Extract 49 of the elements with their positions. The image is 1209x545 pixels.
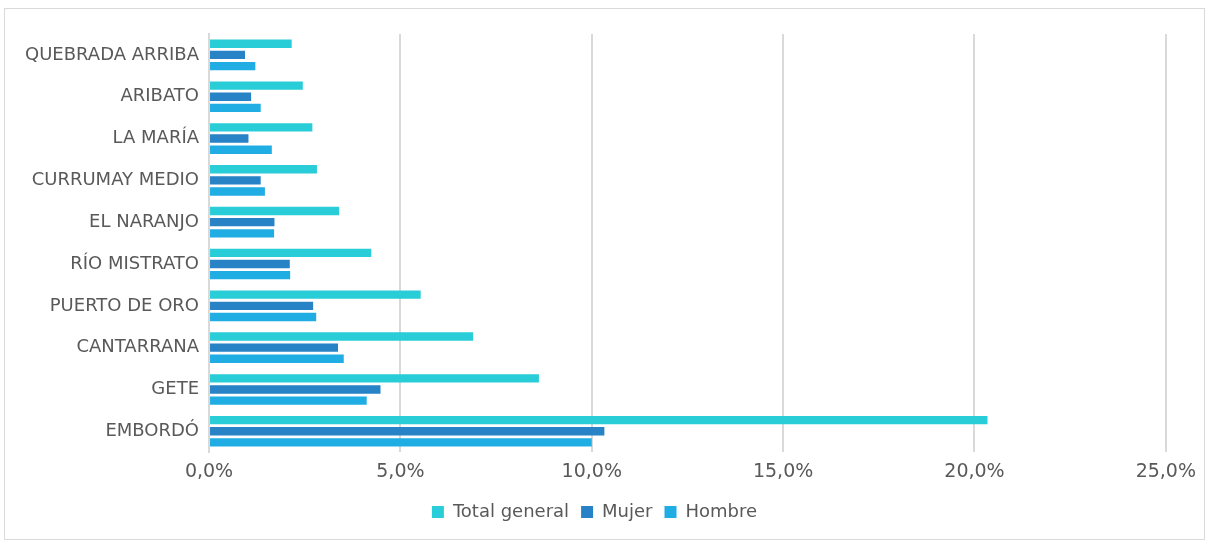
y-tick-label: RÍO MISTRATO [70, 251, 200, 273]
y-tick-label: EMBORDÓ [105, 418, 200, 440]
bar [210, 39, 292, 48]
bar [210, 438, 592, 447]
legend-label: Hombre [685, 499, 758, 521]
x-tick-label: 15,0% [752, 458, 814, 481]
y-tick-label: CURRUMAY MEDIO [31, 168, 200, 190]
y-tick-label: LA MARÍA [112, 126, 200, 148]
x-tick-label: 10,0% [561, 458, 622, 481]
y-tick-label: ARIBATO [120, 84, 200, 106]
bar [210, 301, 314, 311]
y-tick-label: EL NARANJO [89, 209, 200, 231]
bar [210, 123, 313, 132]
x-tick-label: 25,0% [1135, 458, 1196, 481]
bar [210, 187, 265, 196]
bar [210, 248, 372, 258]
bar [210, 50, 246, 60]
bar [210, 343, 339, 352]
bar [210, 415, 988, 425]
bar [210, 206, 340, 216]
bar [210, 332, 474, 341]
bar [210, 92, 252, 101]
legend-label: Total general [451, 499, 570, 521]
bar [210, 176, 261, 185]
bar [210, 290, 421, 299]
legend-label: Mujer [602, 499, 654, 521]
x-tick-label: 20,0% [944, 458, 1005, 481]
bar [210, 145, 272, 154]
bar [210, 374, 539, 383]
bar [210, 427, 605, 436]
y-tick-label: CANTARRANA [76, 335, 200, 357]
y-tick-label: PUERTO DE ORO [49, 293, 200, 315]
bar [210, 312, 317, 322]
x-tick-label: 5,0% [376, 458, 425, 481]
bar [210, 61, 256, 71]
bar [210, 270, 291, 280]
y-tick-label: GETE [151, 377, 200, 399]
x-tick-label: 0,0% [184, 458, 234, 481]
bar [210, 134, 249, 143]
y-tick-label: QUEBRADA ARRIBA [24, 42, 200, 64]
bar [210, 81, 303, 90]
bar [210, 103, 261, 113]
bar [210, 354, 344, 363]
bar [210, 259, 290, 269]
bar [210, 165, 317, 174]
bar [210, 385, 381, 394]
bar [210, 229, 275, 238]
bar [210, 396, 367, 405]
bar [210, 218, 275, 227]
